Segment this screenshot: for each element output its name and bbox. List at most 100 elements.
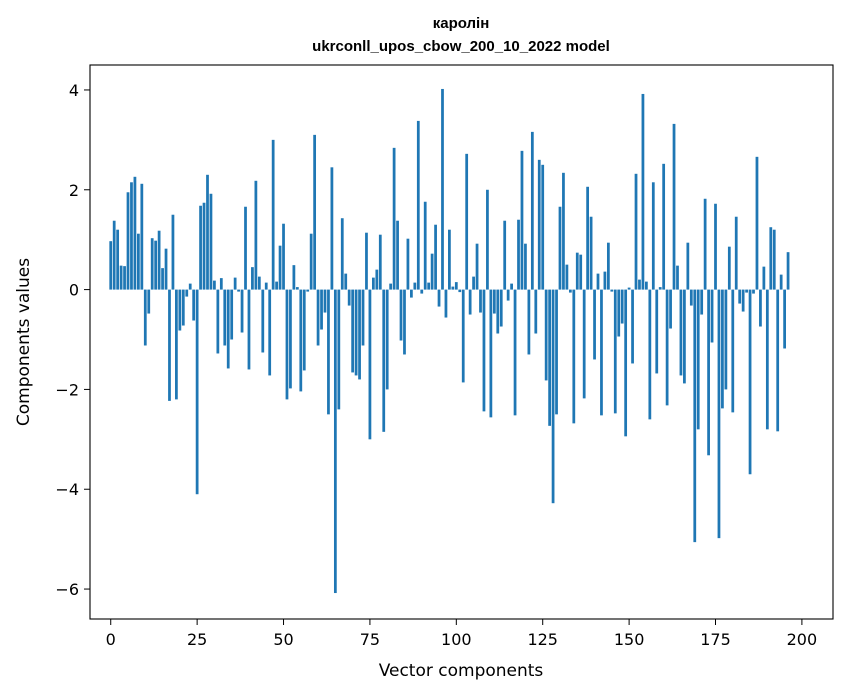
bar [257, 276, 261, 290]
bar [641, 93, 645, 290]
x-axis-label: Vector components [379, 661, 544, 681]
bar [759, 289, 762, 327]
bar [665, 289, 669, 406]
bar [492, 289, 496, 314]
x-tick-label: 75 [360, 630, 380, 649]
bar [140, 183, 144, 290]
bar [783, 289, 786, 349]
bar [606, 242, 610, 290]
bar [627, 287, 631, 290]
bar [772, 229, 776, 290]
bar [596, 273, 600, 290]
bar [371, 277, 375, 290]
y-axis-ticks: −6 −4 −2 0 2 4 [55, 81, 90, 599]
bar [631, 289, 634, 364]
bar [137, 233, 140, 290]
bar [147, 289, 151, 314]
bar [175, 289, 178, 400]
bar [233, 277, 237, 290]
bar [551, 289, 555, 504]
bar [634, 173, 638, 290]
x-tick-label: 100 [441, 630, 472, 649]
bar [351, 289, 355, 373]
bar [603, 271, 607, 290]
bar [192, 289, 196, 321]
bar [458, 289, 462, 293]
bar [292, 265, 296, 290]
y-tick-label: 0 [69, 281, 79, 300]
bar [171, 214, 175, 290]
bar [527, 289, 531, 355]
bar [116, 229, 120, 290]
bar [645, 281, 648, 290]
bar [468, 289, 472, 315]
bar [689, 289, 693, 306]
bar [752, 289, 755, 294]
bar [299, 289, 303, 392]
bar [268, 289, 272, 376]
bar [154, 240, 158, 290]
bar [613, 289, 617, 414]
bar [378, 234, 382, 290]
bar [271, 139, 275, 290]
bar [582, 289, 586, 399]
bar [572, 289, 576, 424]
bar [693, 289, 697, 543]
bar [181, 289, 185, 326]
bar [143, 289, 147, 346]
bar [368, 289, 372, 440]
bar [658, 287, 662, 290]
bar [565, 264, 569, 290]
bar [382, 289, 386, 432]
bar [244, 206, 247, 290]
x-tick-label: 175 [700, 630, 731, 649]
bar [406, 238, 410, 290]
bar [385, 289, 389, 390]
bar [347, 289, 351, 306]
bar [302, 289, 306, 371]
bar [593, 289, 596, 360]
bar [185, 289, 189, 297]
bar [562, 172, 565, 290]
bar [150, 238, 154, 290]
bar [195, 289, 199, 495]
bar [548, 289, 551, 426]
bar [309, 233, 313, 290]
bar [517, 219, 520, 290]
bar [126, 192, 130, 290]
bar [282, 223, 285, 290]
bar [679, 289, 683, 376]
bar [745, 289, 748, 293]
bar [655, 289, 659, 374]
bar [396, 220, 399, 290]
bar [161, 268, 164, 290]
x-tick-label: 25 [187, 630, 207, 649]
bar [748, 289, 752, 475]
bar [714, 203, 717, 290]
bar [683, 289, 686, 384]
y-tick-label: −4 [55, 480, 79, 499]
bar [330, 167, 334, 290]
bar [375, 269, 379, 290]
bar [710, 289, 714, 343]
y-tick-label: −2 [55, 380, 79, 399]
bar [620, 289, 624, 324]
bar [437, 289, 441, 307]
bar [389, 283, 393, 290]
bar [731, 289, 735, 413]
bar [786, 252, 790, 290]
plot-frame [89, 64, 834, 620]
bar [669, 289, 672, 329]
y-axis-label: Components values [14, 258, 34, 426]
bar [168, 289, 171, 401]
bar [178, 289, 182, 331]
bar [420, 289, 424, 294]
bar [112, 220, 116, 290]
bar [762, 266, 766, 290]
bar [589, 216, 593, 290]
bar [717, 289, 721, 539]
bar [323, 289, 327, 313]
bar [327, 289, 330, 415]
bar [358, 289, 361, 380]
